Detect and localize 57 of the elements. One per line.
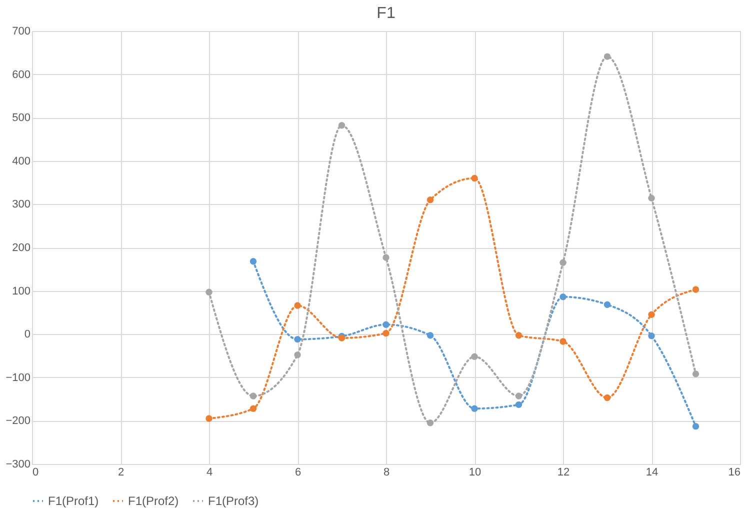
point [604,301,611,308]
point [560,338,566,345]
legend-label: F1(Prof2) [128,494,179,508]
legend-label: F1(Prof1) [48,494,99,508]
point [250,258,257,265]
point [471,174,478,182]
point [692,422,700,430]
y-tick-label: 600 [12,68,30,81]
y-tick-label: 300 [12,198,30,211]
legend-label: F1(Prof3) [208,494,259,508]
point [471,405,478,412]
y-tick-label: 700 [12,26,30,38]
x-tick-label: 14 [646,466,658,478]
point [294,352,301,358]
point [560,259,566,266]
point [294,302,301,309]
point [604,53,611,60]
x-tick-label: 2 [118,466,124,478]
point [515,401,522,408]
point [206,288,212,296]
x-tick-label: 6 [294,466,302,478]
point [692,286,700,293]
point [515,332,522,339]
x-tick-label: 0 [32,466,39,478]
y-tick-label: 100 [12,285,30,298]
x-tick-label: 10 [468,466,482,478]
point [648,332,655,340]
point [515,392,522,400]
point [426,332,434,339]
point [382,321,390,328]
point [294,336,301,343]
point [426,420,434,426]
x-tick-label: 16 [728,466,740,478]
point [250,392,257,400]
y-tick-label: 400 [12,155,30,168]
point [648,311,655,318]
point [382,254,390,261]
point [692,370,700,378]
point [648,194,655,202]
point [426,196,434,204]
y-tick-label: −100 [6,372,30,384]
point [560,294,566,300]
x-tick-label: 12 [557,466,570,478]
point [206,415,212,422]
point [471,353,478,360]
point [604,394,611,402]
y-tick-label: 200 [12,242,30,254]
x-tick-label: 4 [206,466,213,478]
y-tick-label: 500 [12,112,30,124]
y-tick-label: 0 [24,328,30,341]
y-tick-label: −300 [6,458,30,470]
point [250,405,257,412]
x-tick-label: 8 [383,466,390,478]
point [338,122,346,129]
point [382,330,390,337]
y-tick-label: −200 [6,415,30,428]
chart-title: F1 [376,5,396,22]
